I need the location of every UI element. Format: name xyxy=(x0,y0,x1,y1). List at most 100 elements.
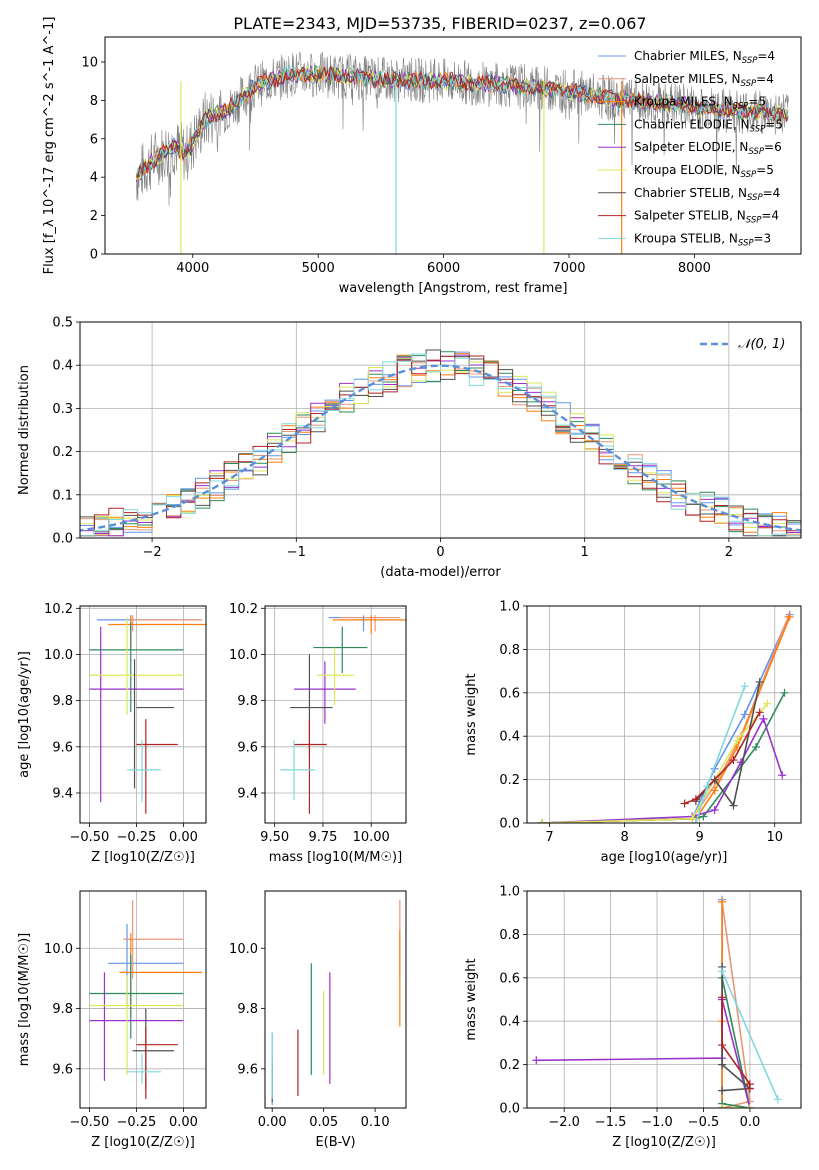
x-tick-label: 0.0 xyxy=(740,1115,761,1130)
y-tick-label: 0.5 xyxy=(52,316,73,331)
data-point-marker xyxy=(718,967,727,976)
y-tick-label: 4 xyxy=(90,171,98,186)
legend-entry: Chabrier STELIB, NSSP=4 xyxy=(634,186,780,203)
plot-area xyxy=(89,615,206,814)
x-axis-label: Z [log10(Z/Z☉)] xyxy=(91,850,195,865)
plot-area xyxy=(280,615,406,814)
y-tick-label: 10 xyxy=(81,55,98,70)
axes-frame xyxy=(526,890,802,1109)
x-tick-label: 2 xyxy=(725,545,733,560)
legend-sub: SSP xyxy=(738,238,754,248)
data-point-marker xyxy=(688,814,697,823)
y-tick-label: 10.0 xyxy=(44,942,73,957)
data-point-marker xyxy=(718,1104,727,1108)
x-tick-label: 7000 xyxy=(552,261,585,276)
panel-massweight-vs-Z: −2.0 −1.5 −1.0 −0.5 0.0 0.0 0.2 0.4 0.6 0.8 1.0 Z [… xyxy=(464,885,802,1150)
plot-area xyxy=(532,895,782,1108)
y-tick-label: 6 xyxy=(90,132,98,147)
y-axis-label: mass weight xyxy=(464,673,479,755)
y-axis-label: mass weight xyxy=(464,958,479,1040)
x-tick-label: −0.5 xyxy=(688,1115,720,1130)
legend-sub: SSP xyxy=(750,124,766,134)
legend-entry: Kroupa ELODIE, NSSP=5 xyxy=(634,163,774,180)
y-tick-label: 0.0 xyxy=(52,532,73,547)
legend-suffix: =4 xyxy=(761,209,779,223)
data-point-marker xyxy=(729,801,738,810)
legend-text: Kroupa STELIB, N xyxy=(634,231,738,245)
y-tick-label: 10.0 xyxy=(229,648,258,663)
legend-text: Kroupa MILES, N xyxy=(634,95,733,109)
data-point-marker xyxy=(729,756,738,765)
y-tick-label: 10.0 xyxy=(229,942,258,957)
mass-weight-line xyxy=(684,711,761,805)
y-tick-label: 9.8 xyxy=(237,694,258,709)
residual-histogram xyxy=(80,355,801,537)
axes-frame xyxy=(104,36,802,255)
plot-area xyxy=(89,900,203,1099)
legend-sub: SSP xyxy=(747,193,763,203)
legend-entry: Chabrier ELODIE, NSSP=5 xyxy=(634,117,783,134)
model-spectrum xyxy=(135,65,789,181)
panel-mass-vs-Z: −0.50 −0.25 0.00 9.6 9.8 10.0 Z [log10(Z/Z☉)] m… xyxy=(17,890,207,1150)
y-tick-label: 9.8 xyxy=(52,694,73,709)
legend-sub: SSP xyxy=(733,102,749,112)
legend-entry: 𝒩(0, 1) xyxy=(738,337,785,352)
data-point-marker xyxy=(736,758,745,767)
x-tick-label: 0.10 xyxy=(361,1115,390,1130)
legend-suffix: =4 xyxy=(757,49,775,63)
axes-frame xyxy=(526,605,802,824)
y-tick-label: 0.2 xyxy=(52,445,73,460)
x-axis-label: Z [log10(Z/Z☉)] xyxy=(91,1135,195,1150)
data-point-marker xyxy=(740,710,749,719)
y-tick-label: 9.6 xyxy=(52,1062,73,1077)
legend-text: Chabrier ELODIE, N xyxy=(634,117,750,131)
x-tick-label: −2.0 xyxy=(548,1115,580,1130)
x-tick-label: 9.50 xyxy=(260,830,289,845)
legend-text: Kroupa ELODIE, N xyxy=(634,163,741,177)
y-tick-label: 0.8 xyxy=(499,928,520,943)
y-tick-label: 10.0 xyxy=(44,648,73,663)
data-point-marker xyxy=(718,993,727,1002)
y-tick-label: 0.2 xyxy=(499,773,520,788)
legend-suffix: =5 xyxy=(765,117,783,131)
legend-suffix: =3 xyxy=(754,231,772,245)
data-point-marker xyxy=(718,897,727,906)
legend-entry: Salpeter ELODIE, NSSP=6 xyxy=(634,140,782,157)
legend-entry: Kroupa STELIB, NSSP=3 xyxy=(634,231,771,248)
y-axis-label: Flux [f_λ 10^-17 erg cm^-2 s^-1 A^-1] xyxy=(42,17,57,275)
legend-suffix: =6 xyxy=(764,140,782,154)
x-tick-label: −2 xyxy=(143,545,162,560)
plot-area xyxy=(271,900,401,1105)
data-point-marker xyxy=(691,819,700,823)
y-tick-label: 0.4 xyxy=(52,359,73,374)
legend-text: Chabrier MILES, N xyxy=(634,49,742,63)
data-point-marker xyxy=(780,688,789,697)
x-tick-label: 0.00 xyxy=(169,1115,198,1130)
model-spectrum xyxy=(136,66,789,179)
y-tick-label: 10.2 xyxy=(44,602,73,617)
x-tick-label: −1 xyxy=(287,545,306,560)
data-point-marker xyxy=(710,786,719,795)
data-point-marker xyxy=(755,677,764,686)
y-tick-label: 10.2 xyxy=(229,602,258,617)
y-tick-label: 2 xyxy=(90,209,98,224)
plot-area xyxy=(135,51,789,254)
data-point-marker xyxy=(703,782,712,791)
mass-weight-line xyxy=(541,716,783,823)
mass-weight-line xyxy=(541,616,791,823)
data-point-marker xyxy=(538,819,547,823)
y-tick-label: 9.8 xyxy=(237,1002,258,1017)
panel-spectrum: 4000 5000 6000 7000 8000 0 2 4 6 8 10 wavelength [A… xyxy=(42,17,802,296)
y-tick-label: 0.6 xyxy=(499,971,520,986)
legend-suffix: =5 xyxy=(756,163,774,177)
x-tick-label: 9 xyxy=(696,830,704,845)
y-tick-label: 1.0 xyxy=(499,600,520,615)
axes-frame xyxy=(264,890,407,1109)
y-tick-label: 0.1 xyxy=(52,488,73,503)
panel-age-vs-Z: −0.50 −0.25 0.00 9.4 9.6 9.8 10.0 10.2 Z [log10(… xyxy=(17,602,207,865)
panel-massweight-vs-age: 7 8 9 10 0.0 0.2 0.4 0.6 0.8 1.0 age [log10(age/yr… xyxy=(464,600,802,865)
data-point-marker xyxy=(718,1041,727,1050)
legend-entry: Kroupa MILES, NSSP=5 xyxy=(634,95,766,112)
legend-suffix: =4 xyxy=(763,186,781,200)
